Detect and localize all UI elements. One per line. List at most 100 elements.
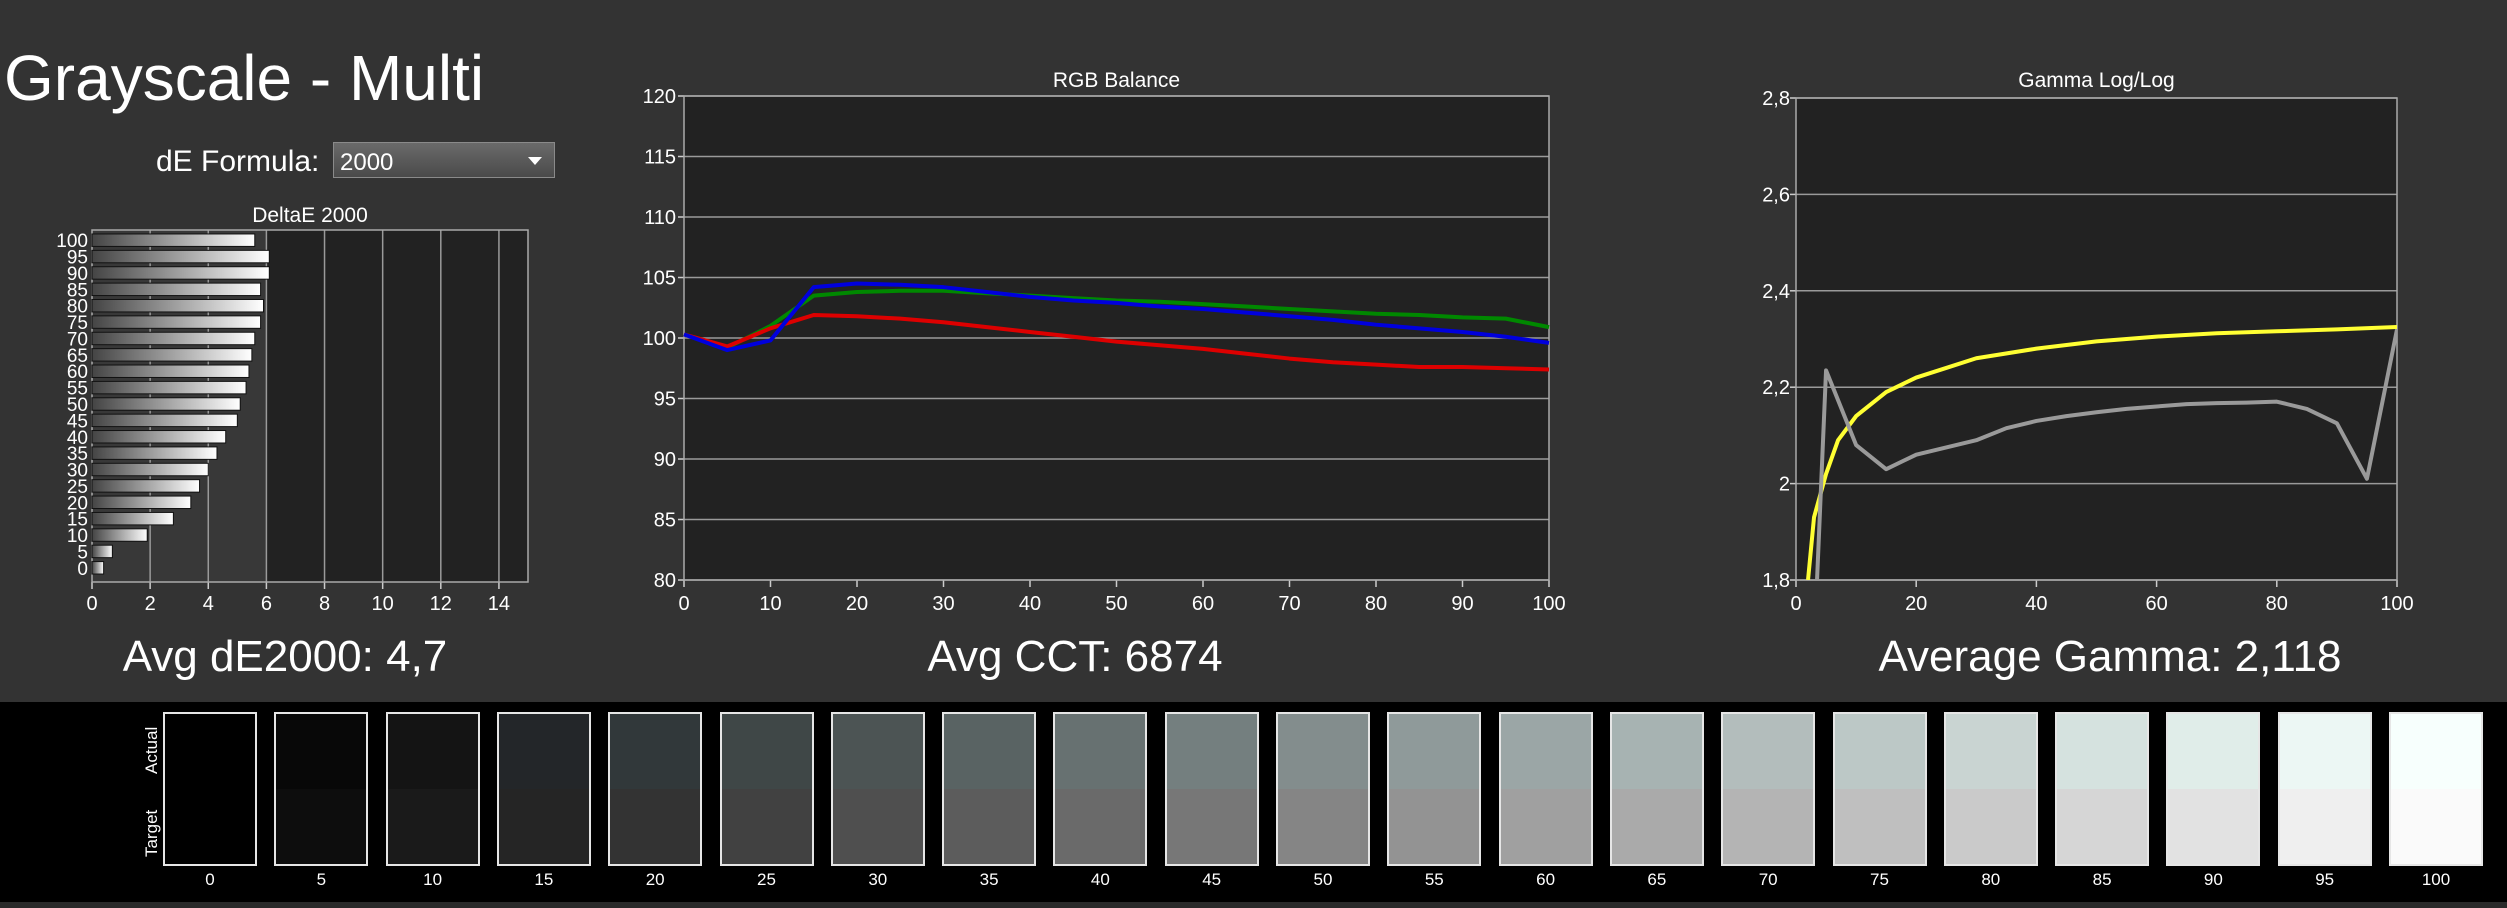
gamma-y-tick-label: 2,2: [1762, 377, 1790, 399]
deltae-y-tick-label: 90: [67, 264, 88, 285]
chevron-down-icon[interactable]: [528, 157, 542, 165]
gamma-x-tick-label: 40: [2025, 593, 2047, 615]
swatch-actual: [1611, 714, 1702, 789]
rgb-series-line: [683, 288, 1550, 350]
rgb-x-tick-label: 80: [1365, 593, 1387, 615]
deltae-y-tick-label: 55: [67, 379, 88, 400]
rgb-series-line: [683, 281, 1550, 353]
deltae-y-tick-label: 10: [67, 526, 88, 547]
deltae-bar: [91, 544, 113, 559]
swatch-label: 85: [2092, 870, 2112, 889]
deltae-y-tick-label: 75: [67, 313, 88, 334]
gamma-y-tick-label: 2,4: [1762, 281, 1790, 303]
swatch-label: 60: [1536, 870, 1556, 889]
deltae-bar: [91, 446, 218, 460]
gamma-y-tick-label: 2: [1779, 474, 1790, 496]
gamma-x-tick-label: 0: [1790, 593, 1801, 615]
deltae-x-tick-label: 10: [372, 593, 394, 615]
rgb-x-tick-label: 0: [678, 593, 689, 615]
de-formula-select[interactable]: 2000: [333, 142, 555, 178]
de-formula-value: 2000: [340, 149, 394, 176]
swatch-label: 90: [2203, 870, 2223, 889]
de-formula-label: dE Formula:: [156, 145, 320, 178]
gamma-series-line: [1815, 328, 2397, 580]
rgb-x-tick-label: 70: [1278, 593, 1300, 615]
rgb-x-tick-label: 40: [1019, 593, 1041, 615]
swatch-target: [610, 789, 701, 864]
deltae-y-tick-label: 15: [67, 510, 88, 531]
rgb-plot-border: [683, 95, 1550, 581]
deltae-x-tick-label: 12: [430, 593, 452, 615]
swatch-actual: [2391, 714, 2481, 789]
rgb-x-tick-label: 60: [1192, 593, 1214, 615]
grayscale-swatch: [2166, 712, 2261, 866]
deltae-bar: [91, 348, 253, 362]
deltae-y-tick-label: 70: [67, 329, 88, 350]
swatch-strip: Actual Target 0 5 10 15 20 25 30 35 40 45 50 55 60 65 70…: [0, 702, 2507, 902]
swatch-actual: [498, 714, 589, 789]
swatch-target: [1834, 789, 1925, 864]
swatch-actual: [1278, 714, 1368, 789]
rgb-y-tick-label: 95: [654, 389, 676, 411]
deltae-bar: [91, 315, 262, 329]
rgb-series-line: [683, 313, 1550, 372]
deltae-bar: [91, 561, 105, 575]
avg-cct-stat: Avg CCT: 6874: [927, 632, 1223, 681]
grayscale-swatch: [830, 712, 925, 866]
grayscale-swatch: [1721, 712, 1816, 866]
swatch-label: 40: [1090, 870, 1110, 889]
swatch-label: 15: [534, 870, 554, 889]
rgb-x-tick-label: 100: [1532, 593, 1565, 615]
deltae-y-tick-label: 60: [67, 362, 88, 383]
swatch-actual: [1166, 714, 1257, 789]
deltae-bar: [91, 413, 238, 428]
swatch-actual: [832, 714, 923, 789]
swatch-label: 45: [1202, 870, 1222, 889]
gamma-chart-title: Gamma Log/Log: [2018, 69, 2174, 92]
deltae-x-tick-label: 4: [203, 593, 214, 615]
swatch-actual: [2057, 714, 2148, 789]
bottom-bar: [0, 902, 2507, 908]
deltae-y-tick-label: 0: [77, 559, 88, 580]
deltae-x-tick-label: 8: [319, 593, 330, 615]
swatch-label: 100: [2421, 870, 2451, 889]
swatch-label: 95: [2315, 870, 2335, 889]
grayscale-swatch: [1609, 712, 1704, 866]
deltae-bar: [91, 397, 241, 411]
grayscale-swatch: [1276, 712, 1370, 866]
swatch-actual: [2279, 714, 2370, 789]
rgb-x-tick-label: 10: [759, 593, 781, 615]
swatch-label: 35: [979, 870, 999, 889]
deltae-bar: [91, 430, 227, 444]
swatch-target: [2168, 789, 2259, 864]
deltae-y-tick-label: 25: [67, 477, 88, 498]
grayscale-swatch: [2277, 712, 2372, 866]
swatch-target: [2391, 789, 2481, 864]
swatch-actual: [944, 714, 1035, 789]
rgb-y-tick-label: 90: [654, 449, 676, 471]
swatch-label: 10: [423, 870, 443, 889]
rgb-y-tick-label: 115: [644, 147, 676, 169]
swatch-label: 30: [868, 870, 888, 889]
grayscale-swatch: [719, 712, 814, 866]
rgb-y-tick-label: 110: [644, 207, 676, 229]
grayscale-swatch: [1053, 712, 1148, 866]
rgb-y-tick-label: 85: [654, 510, 676, 532]
swatch-actual: [165, 714, 255, 789]
rgb-y-tick-label: 100: [643, 328, 676, 350]
deltae-bar: [91, 511, 174, 526]
swatch-target: [1611, 789, 1702, 864]
swatch-actual: [1055, 714, 1146, 789]
deltae-bar: [91, 249, 270, 264]
grayscale-swatch: [608, 712, 703, 866]
deltae-bar: [91, 479, 201, 493]
grayscale-swatch: [274, 712, 369, 866]
deltae-bar: [91, 380, 247, 395]
rgb-x-tick-label: 20: [846, 593, 868, 615]
deltae-y-tick-label: 85: [67, 280, 88, 301]
swatch-actual: [1500, 714, 1591, 789]
swatch-target: [498, 789, 589, 864]
rgb-y-tick-label: 120: [643, 86, 676, 108]
rgb-y-tick-label: 80: [654, 570, 676, 592]
swatch-label: 20: [645, 870, 665, 889]
